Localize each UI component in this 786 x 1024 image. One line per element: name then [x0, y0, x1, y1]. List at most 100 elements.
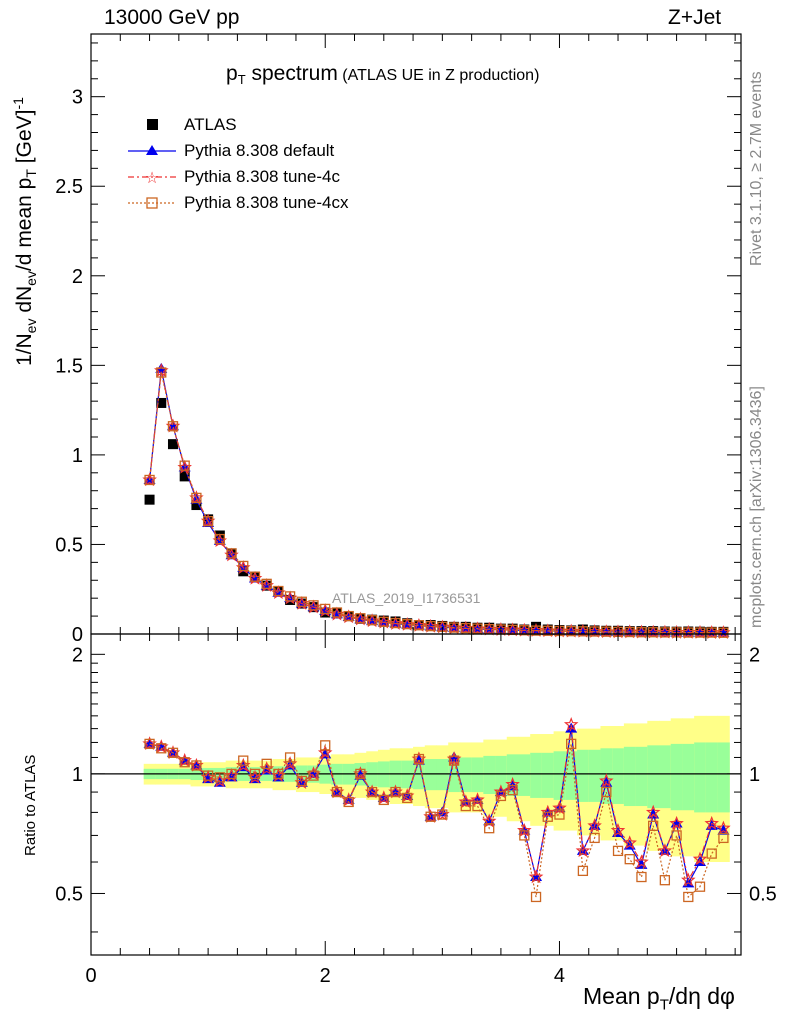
ratio-point-t4cx — [320, 740, 331, 751]
main-y-tick-label: 2 — [72, 266, 83, 288]
main-point-t4cx — [273, 585, 284, 597]
ratio-point-t4cx — [308, 770, 319, 781]
ratio-band-inner — [495, 755, 508, 794]
main-point-t4cx — [202, 516, 214, 527]
main-point-t4cx — [343, 610, 354, 622]
rivet-version-label: Rivet 3.1.10, ≥ 2.7M events — [748, 71, 765, 266]
ratio-band-inner — [588, 749, 601, 802]
ratio-band-inner — [530, 752, 543, 798]
ratio-point-t4cx — [378, 794, 389, 806]
legend-entry-tune-4cx: Pythia 8.308 tune-4cx — [128, 190, 348, 216]
legend-label-default: Pythia 8.308 default — [184, 141, 335, 160]
ratio-point-t4cx — [601, 786, 612, 798]
main-point-t4cx — [308, 600, 319, 611]
ratio-band-inner — [471, 757, 484, 793]
main-y-axis-title: 1/Nev dNev/d mean pT [GeV]-1 — [10, 97, 40, 366]
legend-marker-default — [128, 138, 184, 164]
atlas-data-point — [191, 500, 202, 511]
main-y-tick-label: 1.5 — [55, 355, 83, 377]
x-tick-label: 2 — [320, 965, 331, 987]
main-point-t4cx — [566, 625, 577, 637]
main-point-t4cx — [238, 560, 249, 572]
ratio-point-t4cx — [577, 865, 589, 877]
legend-entry-atlas: ATLAS — [128, 112, 348, 138]
atlas-data-point — [144, 494, 155, 505]
ratio-point-t4c — [317, 745, 333, 760]
main-point-t4cx — [694, 627, 706, 638]
main-series-line-t4cx — [149, 372, 724, 634]
ratio-point-t4cx — [706, 848, 717, 859]
ratio-point-t4cx — [390, 786, 401, 798]
legend-marker-atlas — [128, 112, 184, 138]
ratio-point-t4c — [563, 717, 579, 731]
ratio-band-inner — [483, 755, 496, 794]
ratio-point-t4cx — [366, 786, 378, 798]
main-y-tick-label: 2.5 — [55, 176, 83, 198]
ratio-point-t4cx — [261, 758, 272, 769]
ratio-band-inner — [670, 743, 683, 811]
x-tick-label: 4 — [554, 965, 565, 987]
main-y-tick-label: 1 — [72, 445, 83, 467]
ratio-point-t4cx — [238, 755, 249, 766]
legend-entry-default: Pythia 8.308 default — [128, 138, 348, 164]
ratio-point-t4cx — [718, 832, 729, 844]
header-energy: 13000 GeV pp — [104, 6, 240, 29]
ratio-point-t4cx — [495, 790, 507, 802]
main-point-t4cx — [460, 622, 471, 634]
main-point-t4cx — [472, 623, 483, 634]
ratio-y-tick-label: 2 — [72, 644, 83, 666]
mcplots-label: mcplots.cern.ch [arXiv:1306.3436] — [748, 386, 765, 628]
main-point-t4cx — [331, 607, 343, 618]
ratio-point-t4c — [528, 869, 544, 884]
main-point-t4cx — [413, 620, 425, 631]
ratio-band-inner — [448, 757, 461, 793]
ratio-point-t4cx — [331, 786, 343, 798]
ratio-point-t4cx — [507, 785, 518, 796]
ratio-band-inner — [635, 746, 648, 807]
main-point-t4cx — [249, 571, 261, 582]
main-point-t4cx — [683, 627, 694, 638]
atlas-data-point — [179, 471, 190, 482]
ratio-point-t4c — [681, 872, 696, 887]
main-point-t4cx — [226, 548, 237, 559]
ratio-point-t4cx — [249, 768, 261, 780]
main-y-tick-label: 3 — [72, 87, 83, 109]
ratio-point-t4cx — [671, 830, 682, 841]
ratio-point-t4cx — [448, 755, 460, 766]
ratio-point-t4c — [657, 843, 673, 858]
main-point-t4cx — [601, 626, 612, 637]
ratio-series-line-t4cx — [149, 743, 724, 899]
header-process: Z+Jet — [668, 6, 722, 29]
ratio-point-t4cx — [566, 738, 577, 750]
ratio-point-t4c — [716, 820, 731, 835]
ratio-point-t4cx — [402, 792, 413, 804]
main-point-t4cx — [179, 460, 190, 471]
svg-text:☆: ☆ — [145, 168, 159, 187]
main-point-t4cx — [214, 533, 225, 545]
main-point-t4cx — [589, 626, 600, 637]
ratio-band-inner — [424, 759, 437, 791]
ratio-point-t4cx — [437, 809, 448, 820]
ratio-point-t4c — [587, 818, 602, 833]
ratio-point-t4cx — [624, 854, 635, 865]
ratio-band-inner — [623, 746, 637, 807]
plot-title: pT spectrum (ATLAS UE in Z production) — [226, 62, 540, 88]
ratio-point-t4cx — [554, 809, 565, 820]
ratio-point-t4cx — [202, 770, 214, 781]
main-point-t4cx — [261, 578, 272, 590]
ratio-band-inner — [682, 743, 695, 811]
atlas-data-point — [156, 397, 167, 408]
ratio-point-t4cx — [519, 830, 530, 841]
main-point-t4cx — [402, 618, 413, 630]
ratio-point-t4c — [692, 851, 708, 866]
ratio-point-t4cx — [226, 768, 237, 780]
ratio-point-t4c — [599, 773, 614, 788]
ratio-band-inner — [612, 748, 625, 804]
main-point-t4cx — [624, 626, 635, 638]
ratio-band-inner — [459, 757, 473, 793]
main-point-t4cx — [355, 613, 366, 624]
ratio-band-inner — [694, 742, 707, 813]
main-point-t4cx — [530, 625, 542, 636]
ratio-y-axis-title: Ratio to ATLAS — [22, 754, 39, 856]
ratio-point-t4cx — [636, 871, 647, 883]
